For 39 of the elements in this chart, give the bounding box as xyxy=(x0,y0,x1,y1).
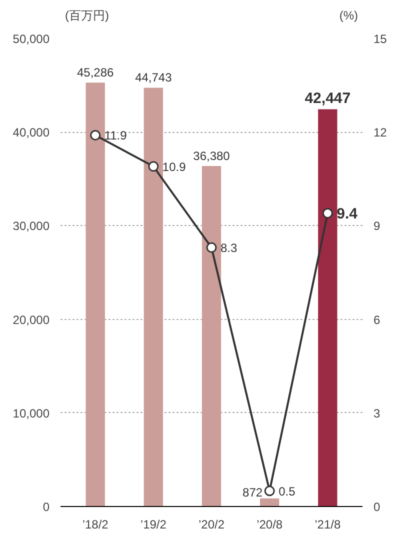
data-label: 42,447 xyxy=(304,90,351,108)
data-label: 8.3 xyxy=(220,241,238,256)
data-label: 872 xyxy=(242,485,263,500)
x-tick-label: ’20/2 xyxy=(198,518,225,532)
y2-tick-label: 9 xyxy=(374,219,380,234)
y2-tick-label: 3 xyxy=(374,406,380,420)
y2-tick-label: 15 xyxy=(374,32,388,46)
bar xyxy=(144,88,164,506)
bar xyxy=(202,166,222,506)
y2-axis-title: (%) xyxy=(339,8,358,22)
data-label: 36,380 xyxy=(193,148,230,163)
point xyxy=(206,242,217,253)
point xyxy=(322,208,333,218)
x-tick-label: ’19/2 xyxy=(140,518,167,532)
y2-tick-label: 0 xyxy=(374,500,380,514)
y-axis-title: (百万円) xyxy=(64,8,109,22)
data-label: 11.9 xyxy=(104,128,128,143)
y-tick-label: 40,000 xyxy=(12,126,50,140)
data-label: 10.9 xyxy=(162,160,186,174)
y-tick-label: 30,000 xyxy=(12,219,50,234)
data-label: 9.4 xyxy=(336,206,358,223)
data-label: 0.5 xyxy=(278,484,296,498)
point xyxy=(148,161,159,172)
point xyxy=(264,486,275,496)
x-tick-label: ’20/8 xyxy=(256,518,283,532)
y2-tick-label: 12 xyxy=(374,126,388,140)
data-label: 45,286 xyxy=(76,66,114,80)
point xyxy=(90,130,101,140)
y-tick-label: 20,000 xyxy=(12,312,50,327)
data-label: 44,743 xyxy=(135,70,172,85)
y-tick-label: 50,000 xyxy=(12,32,50,46)
bar xyxy=(260,498,280,506)
bar xyxy=(86,82,105,506)
x-tick-label: ’21/8 xyxy=(314,518,341,532)
bar xyxy=(318,109,338,506)
x-tick-label: ’18/2 xyxy=(82,518,109,532)
y-tick-label: 10,000 xyxy=(12,406,50,420)
y2-tick-label: 6 xyxy=(374,312,380,327)
y-tick-label: 0 xyxy=(42,500,50,514)
